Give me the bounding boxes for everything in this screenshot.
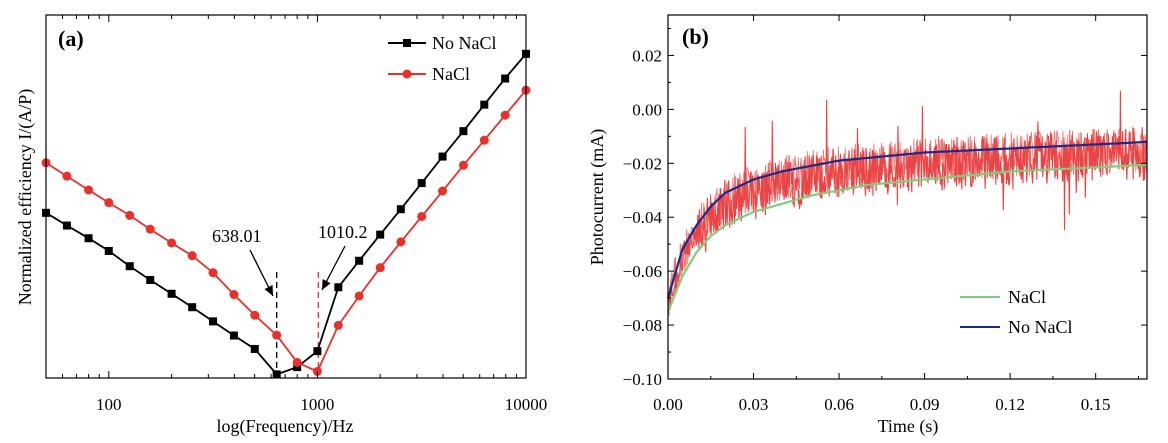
data-point-no-nacl bbox=[459, 127, 468, 136]
data-point-no-nacl bbox=[188, 303, 197, 312]
x-tick-label: 1000 bbox=[300, 395, 334, 414]
series-noisy-nacl-raw-2 bbox=[667, 126, 1148, 317]
x-tick-label: 0.12 bbox=[995, 395, 1025, 414]
y-tick-label: −0.02 bbox=[623, 154, 662, 173]
panel-a-annotations: 638.01 1010.2 bbox=[212, 222, 368, 297]
series-line-nacl bbox=[666, 163, 1148, 313]
data-point-no-nacl bbox=[62, 221, 71, 230]
panel-a-series-layer bbox=[41, 49, 531, 379]
data-point-no-nacl bbox=[125, 262, 134, 271]
data-point-nacl bbox=[396, 237, 406, 247]
panel-a-x-axis-label: log(Frequency)/Hz bbox=[217, 416, 354, 437]
data-point-nacl bbox=[375, 263, 385, 273]
data-point-nacl bbox=[292, 357, 302, 367]
data-point-no-nacl bbox=[104, 246, 113, 255]
panel-b-x-axis-label: Time (s) bbox=[878, 416, 939, 437]
series-noisy-nacl-raw bbox=[667, 90, 1148, 313]
data-point-nacl bbox=[500, 110, 510, 120]
data-point-nacl bbox=[145, 224, 155, 234]
y-tick-label: −0.06 bbox=[623, 262, 662, 281]
data-point-nacl bbox=[125, 210, 135, 220]
data-point-nacl bbox=[438, 186, 448, 196]
x-tick-label: 0.00 bbox=[653, 395, 683, 414]
annotation-1010: 1010.2 bbox=[318, 222, 368, 242]
panel-b: −0.10 −0.08 −0.06 −0.04 −0.02 0.00 0.02 0.00 0.0… bbox=[587, 14, 1148, 437]
data-point-nacl bbox=[354, 291, 364, 301]
data-point-nacl bbox=[84, 185, 94, 195]
data-point-no-nacl bbox=[250, 344, 259, 353]
data-point-nacl bbox=[229, 290, 239, 300]
data-point-nacl bbox=[479, 135, 489, 145]
data-point-no-nacl bbox=[438, 152, 447, 161]
data-point-no-nacl bbox=[167, 289, 176, 298]
y-tick-label: 0.00 bbox=[632, 100, 662, 119]
panel-b-frame bbox=[667, 14, 1148, 380]
panel-a-ticks: 100 1000 10000 bbox=[45, 15, 548, 414]
data-point-nacl bbox=[250, 310, 260, 320]
legend-no-nacl-marker bbox=[403, 39, 411, 47]
x-tick-label: 0.06 bbox=[824, 395, 854, 414]
data-point-nacl bbox=[333, 320, 343, 330]
data-point-no-nacl bbox=[501, 74, 510, 83]
series-line-no-nacl bbox=[666, 140, 1148, 299]
data-point-no-nacl bbox=[146, 275, 155, 284]
x-tick-label: 10000 bbox=[505, 395, 548, 414]
data-point-nacl bbox=[62, 171, 72, 181]
y-tick-label: −0.10 bbox=[623, 370, 662, 389]
data-point-nacl bbox=[417, 211, 427, 221]
legend-no-nacl-label: No NaCl bbox=[432, 33, 497, 53]
panel-a-y-axis-label: Normalized efficiency I/(A/P) bbox=[15, 89, 36, 306]
data-point-no-nacl bbox=[293, 363, 302, 372]
y-tick-label: −0.08 bbox=[623, 316, 662, 335]
panel-a-frame bbox=[45, 14, 527, 379]
legend-b-no-nacl-label: No NaCl bbox=[1008, 317, 1073, 337]
y-tick-label: 0.02 bbox=[632, 46, 662, 65]
panel-a-label: (a) bbox=[58, 26, 84, 51]
legend-nacl-label: NaCl bbox=[432, 64, 470, 84]
legend-nacl-marker bbox=[402, 69, 412, 79]
data-point-no-nacl bbox=[272, 370, 281, 379]
series-line-no-nacl bbox=[45, 53, 527, 376]
data-point-nacl bbox=[272, 330, 282, 340]
panel-b-label: (b) bbox=[682, 24, 709, 49]
data-point-no-nacl bbox=[480, 100, 489, 109]
panel-b-series-layer bbox=[666, 90, 1148, 317]
x-tick-label: 0.09 bbox=[910, 395, 940, 414]
annotation-638: 638.01 bbox=[212, 226, 262, 246]
data-point-nacl bbox=[167, 238, 177, 248]
series-line-nacl bbox=[45, 89, 527, 373]
x-tick-label: 0.03 bbox=[739, 395, 769, 414]
data-point-no-nacl bbox=[334, 283, 343, 292]
data-point-no-nacl bbox=[313, 347, 322, 356]
data-point-no-nacl bbox=[355, 256, 364, 265]
data-point-no-nacl bbox=[396, 205, 405, 214]
panel-b-legend: NaCl No NaCl bbox=[960, 287, 1073, 337]
legend-b-nacl-label: NaCl bbox=[1008, 287, 1046, 307]
data-point-nacl bbox=[458, 160, 468, 170]
y-tick-label: −0.04 bbox=[623, 208, 663, 227]
data-point-nacl bbox=[187, 251, 197, 261]
data-point-nacl bbox=[208, 268, 218, 278]
panel-a: 100 1000 10000 (a) log(Frequency)/Hz Norma… bbox=[15, 14, 548, 437]
x-tick-label: 0.15 bbox=[1081, 395, 1111, 414]
panel-a-legend: No NaCl NaCl bbox=[388, 33, 497, 84]
data-point-no-nacl bbox=[376, 230, 385, 239]
x-tick-label: 100 bbox=[96, 395, 122, 414]
annotation-arrow-1010-head bbox=[322, 279, 331, 290]
data-point-no-nacl bbox=[417, 179, 426, 188]
data-point-no-nacl bbox=[229, 331, 238, 340]
panel-b-y-axis-label: Photocurrent (mA) bbox=[587, 129, 608, 265]
data-point-no-nacl bbox=[209, 317, 218, 326]
panel-b-ticks: −0.10 −0.08 −0.06 −0.04 −0.02 0.00 0.02 0.00 0.0… bbox=[623, 15, 1147, 414]
annotation-arrow-638-head bbox=[264, 285, 273, 296]
data-point-no-nacl bbox=[84, 234, 93, 243]
data-point-nacl bbox=[104, 198, 114, 208]
